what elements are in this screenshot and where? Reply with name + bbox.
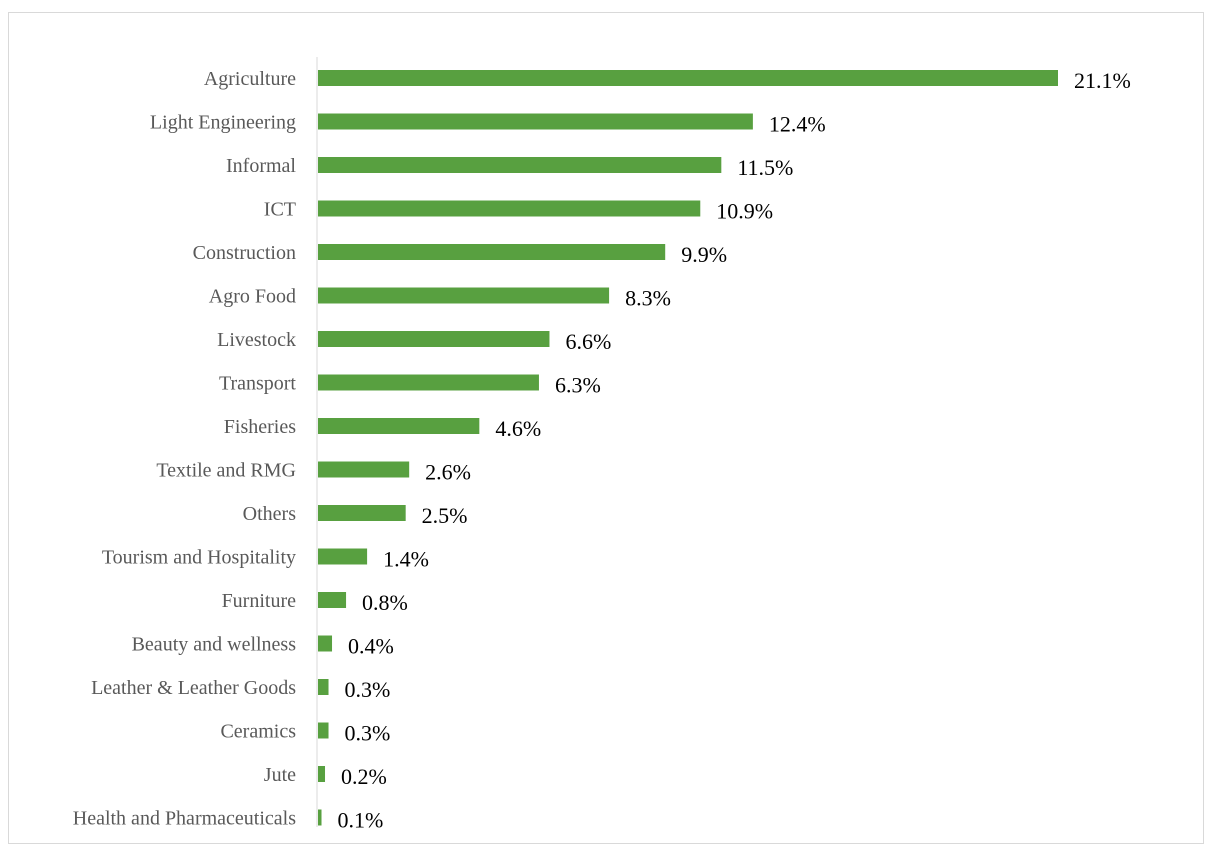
data-label-leather-and-leather-goods: 0.3% [345,677,391,702]
data-label-ict: 10.9% [716,199,773,224]
bar-others [318,505,406,521]
data-label-tourism-and-hospitality: 1.4% [383,547,429,572]
bar-light-engineering [318,113,753,130]
data-label-jute: 0.2% [341,764,387,789]
category-label-fisheries: Fisheries [224,416,296,438]
category-label-ceramics: Ceramics [220,721,296,743]
bar-ceramics [318,722,329,739]
data-label-others: 2.5% [422,503,468,528]
data-label-fisheries: 4.6% [495,416,541,441]
bar-health-and-pharmaceuticals [318,809,322,826]
bar-furniture [318,592,347,608]
bar-agro-food [318,287,610,304]
bar-informal [318,157,722,173]
category-label-tourism-and-hospitality: Tourism and Hospitality [102,547,296,569]
category-label-agriculture: Agriculture [204,68,296,90]
bar-construction [318,244,666,260]
category-label-furniture: Furniture [222,590,297,612]
category-label-health-and-pharmaceuticals: Health and Pharmaceuticals [73,808,296,830]
category-label-leather-and-leather-goods: Leather & Leather Goods [91,677,296,699]
category-label-ict: ICT [264,199,296,221]
data-label-light-engineering: 12.4% [769,112,826,137]
bars-layer [318,70,1058,826]
data-label-transport: 6.3% [555,373,601,398]
data-label-health-and-pharmaceuticals: 0.1% [338,808,384,833]
category-label-others: Others [243,503,297,525]
data-label-furniture: 0.8% [362,590,408,615]
category-label-beauty-and-wellness: Beauty and wellness [132,634,297,656]
bar-leather-and-leather-goods [318,679,329,695]
data-label-informal: 11.5% [737,155,793,180]
data-label-beauty-and-wellness: 0.4% [348,634,394,659]
data-label-agriculture: 21.1% [1074,68,1131,93]
data-label-construction: 9.9% [681,242,727,267]
category-label-livestock: Livestock [217,329,296,351]
bar-livestock [318,331,550,347]
labels-layer: Agriculture 21.1% Light Engineering 12.4% In… [73,68,1131,833]
category-label-transport: Transport [219,373,296,395]
category-label-textile-and-rmg: Textile and RMG [156,460,296,482]
category-label-light-engineering: Light Engineering [150,112,296,134]
chart-frame [8,12,1204,844]
bar-ict [318,200,701,217]
bar-beauty-and-wellness [318,635,333,652]
category-label-agro-food: Agro Food [209,286,296,308]
bar-fisheries [318,418,480,434]
category-label-jute: Jute [264,764,296,786]
data-label-agro-food: 8.3% [625,286,671,311]
category-label-construction: Construction [193,242,296,264]
data-label-textile-and-rmg: 2.6% [425,460,471,485]
category-label-informal: Informal [226,155,296,177]
bar-textile-and-rmg [318,461,410,478]
bar-agriculture [318,70,1058,86]
data-label-livestock: 6.6% [565,329,611,354]
bar-transport [318,374,539,391]
bar-jute [318,766,326,782]
data-label-ceramics: 0.3% [345,721,391,746]
bar-tourism-and-hospitality [318,548,368,565]
